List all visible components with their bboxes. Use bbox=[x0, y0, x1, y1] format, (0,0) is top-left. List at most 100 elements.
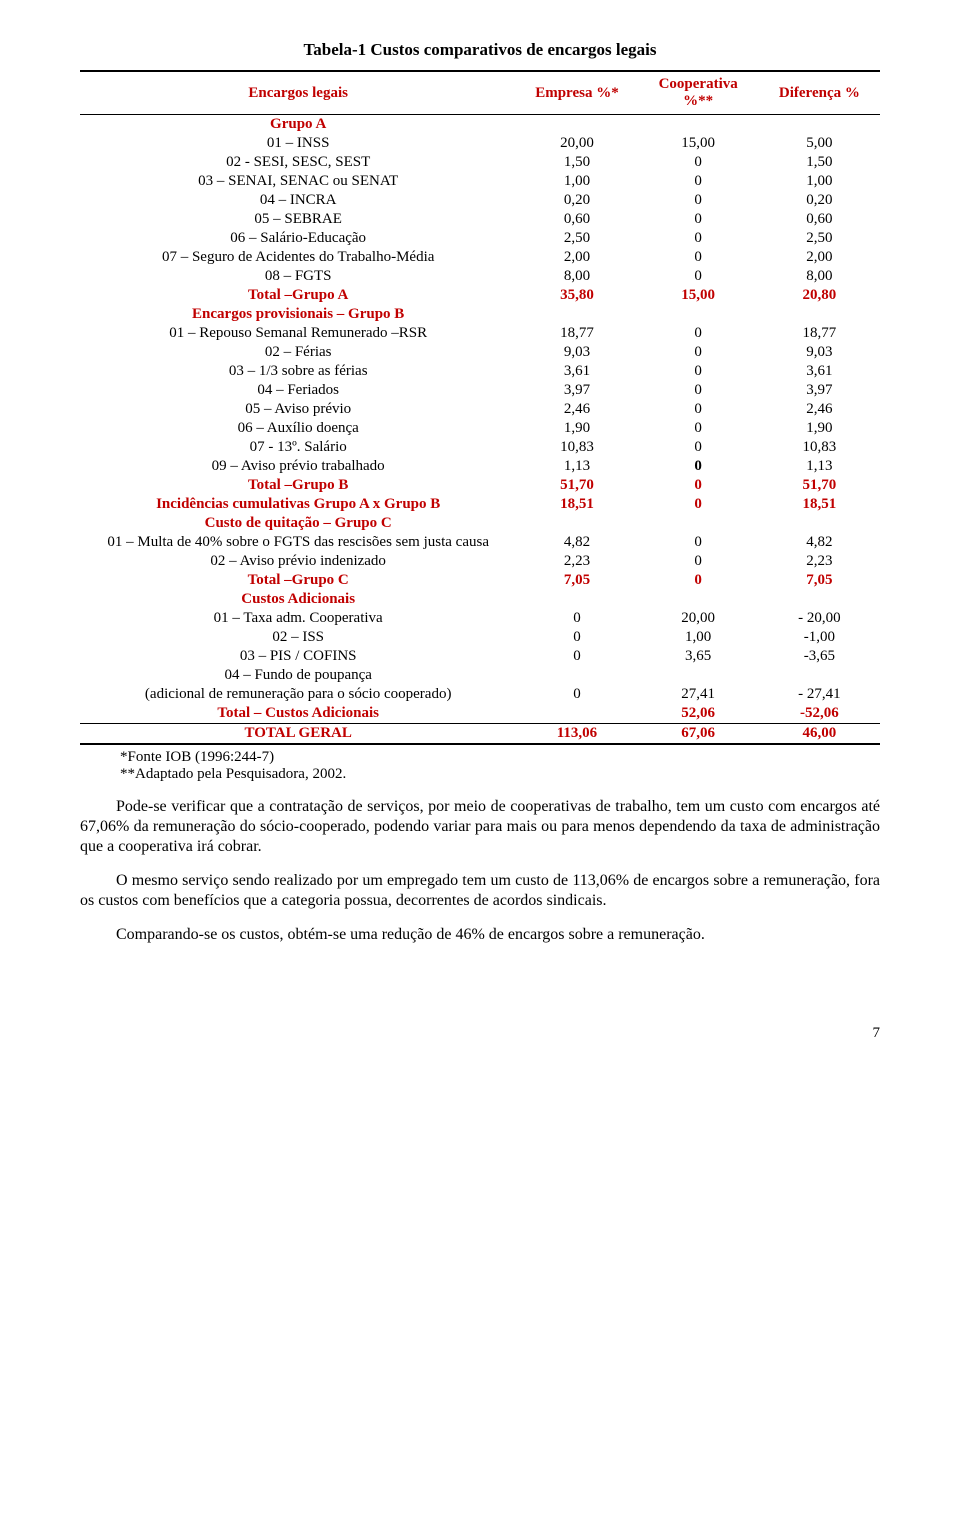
table-row: 01 – INSS20,0015,005,00 bbox=[80, 134, 880, 153]
row-label: 02 – Aviso prévio indenizado bbox=[80, 552, 516, 571]
row-value: 0 bbox=[638, 248, 759, 267]
row-value: 67,06 bbox=[638, 724, 759, 745]
table-row: Total –Grupo C7,0507,05 bbox=[80, 571, 880, 590]
table-row: 04 – Fundo de poupança bbox=[80, 666, 880, 685]
row-value: 2,50 bbox=[516, 229, 637, 248]
col-cooperativa-header: Cooperativa %** bbox=[638, 71, 759, 115]
table-row: 02 - SESI, SESC, SEST1,5001,50 bbox=[80, 153, 880, 172]
footnote-source: *Fonte IOB (1996:244-7) bbox=[120, 749, 880, 766]
row-value: 1,90 bbox=[516, 419, 637, 438]
row-label: 01 – Taxa adm. Cooperativa bbox=[80, 609, 516, 628]
table-row: Total –Grupo B51,70051,70 bbox=[80, 476, 880, 495]
row-label: 04 – Fundo de poupança bbox=[80, 666, 516, 685]
row-value: 0,20 bbox=[759, 191, 880, 210]
table-row: 07 - 13º. Salário10,83010,83 bbox=[80, 438, 880, 457]
row-value: 2,23 bbox=[516, 552, 637, 571]
row-value: 0 bbox=[516, 685, 637, 704]
row-value: 7,05 bbox=[759, 571, 880, 590]
row-value: 20,00 bbox=[638, 609, 759, 628]
row-label: 03 – SENAI, SENAC ou SENAT bbox=[80, 172, 516, 191]
table-row: 02 – ISS01,00-1,00 bbox=[80, 628, 880, 647]
table-row: 03 – SENAI, SENAC ou SENAT1,0001,00 bbox=[80, 172, 880, 191]
row-label: Total –Grupo C bbox=[80, 571, 516, 590]
row-value bbox=[759, 666, 880, 685]
table-row: Incidências cumulativas Grupo A x Grupo … bbox=[80, 495, 880, 514]
row-label: 05 – Aviso prévio bbox=[80, 400, 516, 419]
row-value: 2,00 bbox=[516, 248, 637, 267]
table-row: 07 – Seguro de Acidentes do Trabalho-Méd… bbox=[80, 248, 880, 267]
row-value: 0 bbox=[638, 400, 759, 419]
row-label: TOTAL GERAL bbox=[80, 724, 516, 745]
table-row: Grupo A bbox=[80, 115, 880, 135]
row-value: 113,06 bbox=[516, 724, 637, 745]
row-value: 3,65 bbox=[638, 647, 759, 666]
row-value: 0 bbox=[638, 457, 759, 476]
table-row: 08 – FGTS8,0008,00 bbox=[80, 267, 880, 286]
row-label: 07 – Seguro de Acidentes do Trabalho-Méd… bbox=[80, 248, 516, 267]
row-value: 1,00 bbox=[516, 172, 637, 191]
row-value: 0 bbox=[638, 172, 759, 191]
row-value: 0 bbox=[638, 210, 759, 229]
row-value: 0 bbox=[638, 343, 759, 362]
row-value: 4,82 bbox=[759, 533, 880, 552]
row-value: 1,50 bbox=[759, 153, 880, 172]
row-value: 18,51 bbox=[516, 495, 637, 514]
table-row: 06 – Auxílio doença1,9001,90 bbox=[80, 419, 880, 438]
footnotes: *Fonte IOB (1996:244-7) **Adaptado pela … bbox=[120, 749, 880, 783]
row-value: 51,70 bbox=[759, 476, 880, 495]
row-label: 02 - SESI, SESC, SEST bbox=[80, 153, 516, 172]
row-value: 3,61 bbox=[516, 362, 637, 381]
row-label: Custos Adicionais bbox=[80, 590, 516, 609]
row-value: 5,00 bbox=[759, 134, 880, 153]
row-value bbox=[516, 115, 637, 135]
row-label: 04 – INCRA bbox=[80, 191, 516, 210]
row-label: 06 – Auxílio doença bbox=[80, 419, 516, 438]
row-value: 51,70 bbox=[516, 476, 637, 495]
row-label: 05 – SEBRAE bbox=[80, 210, 516, 229]
row-value: 8,00 bbox=[759, 267, 880, 286]
row-label: (adicional de remuneração para o sócio c… bbox=[80, 685, 516, 704]
row-value: 1,00 bbox=[638, 628, 759, 647]
row-value: 0,20 bbox=[516, 191, 637, 210]
row-value bbox=[759, 115, 880, 135]
row-value: 2,23 bbox=[759, 552, 880, 571]
row-value: 0 bbox=[638, 552, 759, 571]
table-row: 04 – INCRA0,2000,20 bbox=[80, 191, 880, 210]
table-row: 02 – Férias9,0309,03 bbox=[80, 343, 880, 362]
row-label: Grupo A bbox=[80, 115, 516, 135]
paragraph-2: O mesmo serviço sendo realizado por um e… bbox=[80, 871, 880, 911]
row-value bbox=[638, 666, 759, 685]
row-value: 10,83 bbox=[759, 438, 880, 457]
row-value: 0 bbox=[638, 533, 759, 552]
row-value bbox=[516, 590, 637, 609]
footnote-adapted: **Adaptado pela Pesquisadora, 2002. bbox=[120, 766, 880, 783]
row-value bbox=[516, 704, 637, 724]
row-value: 9,03 bbox=[759, 343, 880, 362]
row-value: -52,06 bbox=[759, 704, 880, 724]
row-value: 0,60 bbox=[759, 210, 880, 229]
row-value bbox=[638, 305, 759, 324]
row-value: 0 bbox=[638, 476, 759, 495]
row-label: 02 – Férias bbox=[80, 343, 516, 362]
col-diferenca-header: Diferença % bbox=[759, 71, 880, 115]
row-value: -1,00 bbox=[759, 628, 880, 647]
table-row: 04 – Feriados3,9703,97 bbox=[80, 381, 880, 400]
table-row: Encargos provisionais – Grupo B bbox=[80, 305, 880, 324]
row-label: 09 – Aviso prévio trabalhado bbox=[80, 457, 516, 476]
table-row: 06 – Salário-Educação2,5002,50 bbox=[80, 229, 880, 248]
table-row: 09 – Aviso prévio trabalhado1,1301,13 bbox=[80, 457, 880, 476]
comparative-table: Encargos legais Empresa %* Cooperativa %… bbox=[80, 70, 880, 745]
row-value: 0 bbox=[638, 324, 759, 343]
row-value: 1,13 bbox=[516, 457, 637, 476]
row-value: 0 bbox=[638, 495, 759, 514]
row-value bbox=[759, 305, 880, 324]
row-value: - 27,41 bbox=[759, 685, 880, 704]
row-value: 7,05 bbox=[516, 571, 637, 590]
table-row: 01 – Multa de 40% sobre o FGTS das resci… bbox=[80, 533, 880, 552]
row-label: Total –Grupo B bbox=[80, 476, 516, 495]
row-value: 18,77 bbox=[759, 324, 880, 343]
row-value: 2,50 bbox=[759, 229, 880, 248]
row-label: Custo de quitação – Grupo C bbox=[80, 514, 516, 533]
row-value: 15,00 bbox=[638, 286, 759, 305]
row-value: 0 bbox=[516, 647, 637, 666]
